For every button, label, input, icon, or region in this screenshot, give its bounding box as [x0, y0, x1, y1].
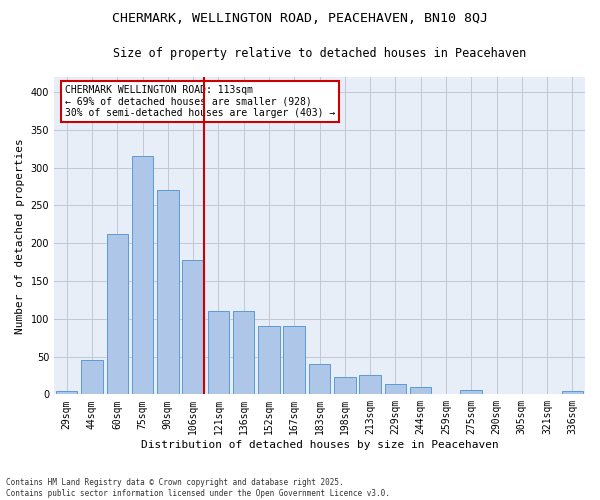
Bar [182, 260, 204, 394]
Bar [385, 384, 406, 394]
Bar [157, 190, 179, 394]
Bar [107, 234, 128, 394]
Text: CHERMARK WELLINGTON ROAD: 113sqm
← 69% of detached houses are smaller (928)
30% : CHERMARK WELLINGTON ROAD: 113sqm ← 69% o… [65, 85, 335, 118]
Bar [359, 376, 381, 394]
Bar [283, 326, 305, 394]
Bar [410, 387, 431, 394]
Bar [562, 392, 583, 394]
Text: Contains HM Land Registry data © Crown copyright and database right 2025.
Contai: Contains HM Land Registry data © Crown c… [6, 478, 390, 498]
Bar [309, 364, 330, 394]
Bar [81, 360, 103, 394]
Bar [208, 311, 229, 394]
X-axis label: Distribution of detached houses by size in Peacehaven: Distribution of detached houses by size … [140, 440, 499, 450]
Bar [56, 390, 77, 394]
Y-axis label: Number of detached properties: Number of detached properties [15, 138, 25, 334]
Title: Size of property relative to detached houses in Peacehaven: Size of property relative to detached ho… [113, 48, 526, 60]
Bar [334, 377, 356, 394]
Bar [233, 311, 254, 394]
Bar [132, 156, 153, 394]
Bar [258, 326, 280, 394]
Text: CHERMARK, WELLINGTON ROAD, PEACEHAVEN, BN10 8QJ: CHERMARK, WELLINGTON ROAD, PEACEHAVEN, B… [112, 12, 488, 26]
Bar [460, 390, 482, 394]
